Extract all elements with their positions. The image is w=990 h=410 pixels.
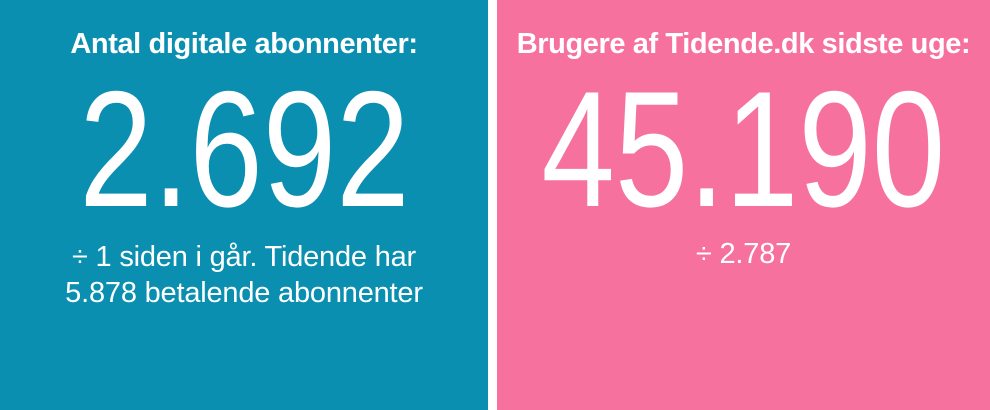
site-users-title: Brugere af Tidende.dk sidste uge: bbox=[516, 28, 971, 60]
digital-subscribers-title: Antal digitale abonnenter: bbox=[70, 28, 418, 60]
site-users-note: ÷ 2.787 bbox=[695, 237, 792, 270]
digital-subscribers-note: ÷ 1 siden i går. Tidende har 5.878 betal… bbox=[65, 240, 423, 312]
digital-subscribers-note-line2: 5.878 betalende abonnenter bbox=[65, 276, 423, 309]
site-users-value: 45.190 bbox=[541, 56, 946, 241]
panel-divider bbox=[488, 0, 497, 410]
digital-subscribers-panel: Antal digitale abonnenter: 2.692 ÷ 1 sid… bbox=[0, 0, 488, 410]
site-users-panel: Brugere af Tidende.dk sidste uge: 45.190… bbox=[497, 0, 990, 410]
digital-subscribers-value: 2.692 bbox=[78, 56, 410, 241]
digital-subscribers-note-line1: ÷ 1 siden i går. Tidende har bbox=[71, 240, 417, 273]
